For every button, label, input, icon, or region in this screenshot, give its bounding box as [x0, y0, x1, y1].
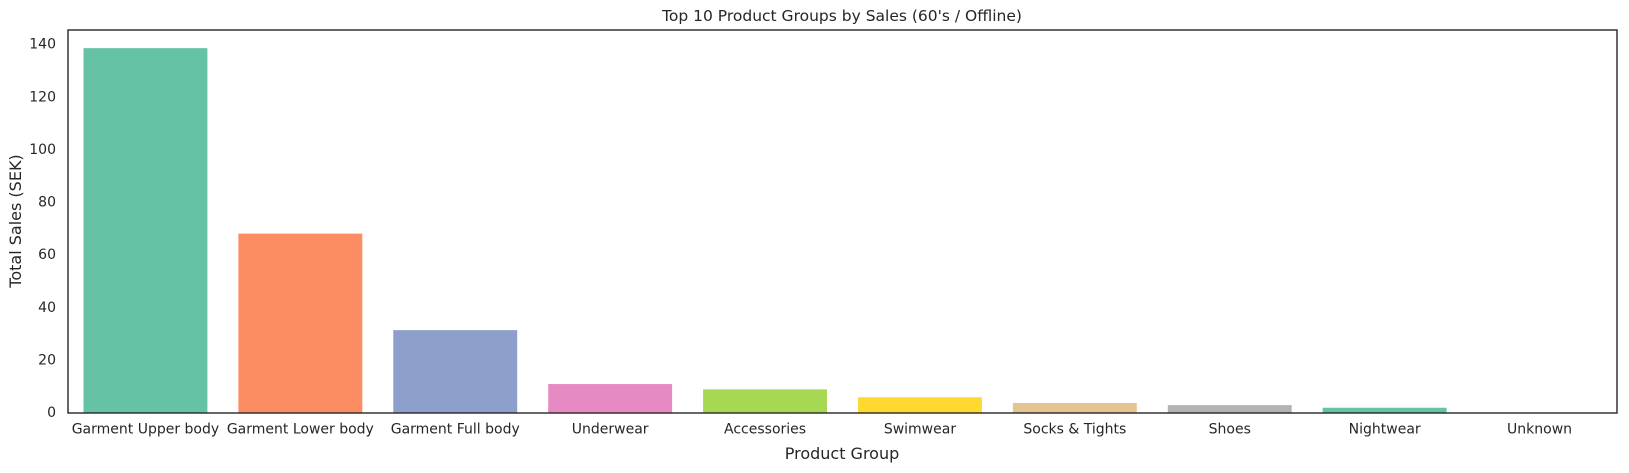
x-tick-label: Socks & Tights: [1023, 422, 1126, 438]
bar-shoes: [1167, 405, 1292, 413]
y-tick-label: 40: [38, 300, 56, 316]
y-tick-label: 100: [29, 142, 56, 158]
y-tick-label: 20: [38, 352, 56, 368]
plot-frame: [67, 29, 1618, 414]
y-tick-label: 140: [29, 37, 56, 53]
x-tick-label: Garment Lower body: [227, 422, 374, 438]
x-tick-label: Garment Upper body: [72, 422, 219, 438]
bar-underwear: [548, 384, 673, 413]
x-tick-label: Swimwear: [884, 422, 957, 438]
bar-garment-upper-body: [83, 48, 208, 414]
x-tick-label: Nightwear: [1349, 422, 1421, 438]
bar-garment-full-body: [393, 330, 518, 413]
x-tick-label: Underwear: [572, 422, 649, 438]
x-tick-label: Garment Full body: [391, 422, 520, 438]
x-axis-label: Product Group: [785, 444, 900, 463]
bar-accessories: [703, 389, 828, 413]
y-tick-label: 60: [38, 247, 56, 263]
x-axis-ticks: Garment Upper body Garment Lower body Garm…: [72, 422, 1572, 438]
chart-title: Top 10 Product Groups by Sales (60's / O…: [661, 7, 1022, 25]
y-axis-ticks: 0 20 40 60 80 100 120 140: [29, 37, 56, 421]
x-tick-label: Shoes: [1209, 422, 1251, 438]
bar-nightwear: [1322, 407, 1447, 413]
y-tick-label: 120: [29, 89, 56, 105]
y-tick-label: 0: [47, 405, 56, 421]
bar-garment-lower-body: [238, 233, 363, 413]
y-tick-label: 80: [38, 195, 56, 211]
x-tick-label: Unknown: [1507, 422, 1572, 438]
bars-group: [83, 48, 1602, 414]
bar-swimwear: [857, 397, 982, 413]
x-tick-label: Accessories: [724, 422, 806, 438]
bar-socks-tights: [1012, 403, 1137, 413]
y-axis-label: Total Sales (SEK): [6, 154, 25, 288]
